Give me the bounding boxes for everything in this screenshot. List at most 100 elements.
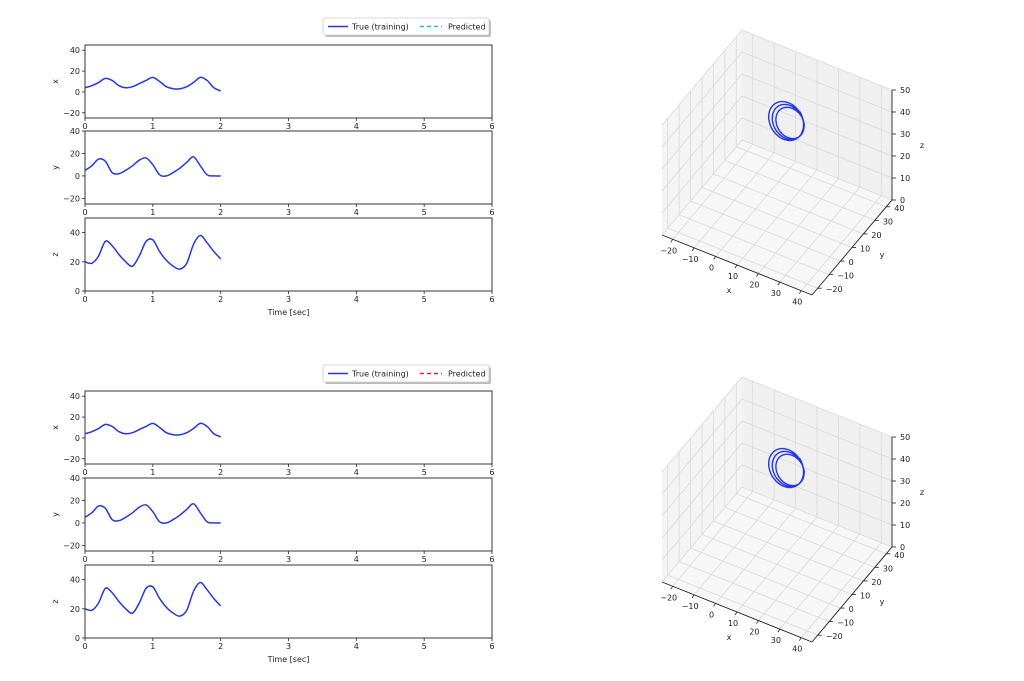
- plot-frame: [84, 130, 493, 205]
- subplot-z: 0 1 2 3 4 5 6 0 20 40 z: [51, 564, 495, 651]
- y-axis-label: x: [51, 79, 60, 84]
- grid-line: [661, 95, 743, 192]
- x-axis-label: x: [727, 286, 732, 295]
- plot-frame: [84, 390, 493, 465]
- x-tick-label: 4: [354, 208, 359, 217]
- x-tick-label: −20: [660, 246, 677, 255]
- y-tick-label: 20: [70, 496, 80, 505]
- x-tick: [756, 620, 759, 624]
- x-tick-label: 0: [709, 610, 714, 619]
- y-tick-label: 0: [75, 88, 80, 97]
- z-axis-label: z: [920, 141, 924, 150]
- grid-line: [713, 520, 864, 582]
- x-tick-label: 30: [771, 636, 781, 645]
- y-axis-label: y: [51, 165, 60, 170]
- x-tick-label: −10: [682, 255, 699, 264]
- grid-line: [741, 376, 893, 438]
- z-tick-label: 20: [900, 499, 910, 508]
- x-tick-label: 0: [82, 208, 87, 217]
- x-tick: [691, 247, 695, 252]
- x-tick: [756, 273, 759, 277]
- x-tick-label: 3: [286, 295, 291, 304]
- y-axis-label: y: [880, 251, 885, 260]
- x-tick-label: 6: [489, 468, 494, 477]
- x-tick: [734, 611, 738, 616]
- x-tick-label: 6: [489, 208, 494, 217]
- y-tick-label: −20: [63, 455, 80, 464]
- y-tick-label: 40: [70, 127, 80, 136]
- y-tick-label: 40: [70, 229, 80, 238]
- x-tick: [777, 628, 781, 633]
- x-tick-label: 4: [354, 642, 359, 651]
- x-tick: [670, 586, 674, 590]
- y-tick-label: 20: [871, 231, 881, 240]
- x-tick-label: 30: [771, 289, 781, 298]
- x-tick-label: 4: [354, 555, 359, 564]
- z-tick-label: 40: [900, 455, 910, 464]
- grid-line: [661, 73, 743, 170]
- x-tick-label: 40: [792, 645, 802, 654]
- y-tick-label: 40: [894, 551, 904, 560]
- grid-line: [667, 227, 818, 289]
- y-tick-label: 40: [70, 46, 80, 55]
- series-line-true: [84, 76, 221, 92]
- grid-line: [701, 187, 853, 248]
- x-tick-label: 5: [422, 468, 427, 477]
- z-axis-label: z: [920, 488, 924, 497]
- grid-line: [741, 139, 893, 201]
- plot-frame: [84, 44, 493, 119]
- trajectory-line-true: [768, 100, 805, 142]
- y-tick-label: 20: [871, 578, 881, 587]
- x-tick-label: 40: [792, 298, 802, 307]
- plot-frame: [84, 564, 493, 639]
- x-tick-label: 3: [286, 208, 291, 217]
- x-tick-label: −20: [660, 593, 677, 602]
- x-tick-label: 5: [422, 555, 427, 564]
- legend-box: [322, 17, 490, 36]
- grid-line: [741, 51, 893, 113]
- y-tick-label: −20: [63, 194, 80, 203]
- legend-label-predicted: Predicted: [448, 370, 486, 379]
- z-tick-label: 10: [900, 174, 910, 183]
- series-line-true: [84, 234, 222, 270]
- x-tick-label: 0: [82, 642, 87, 651]
- legend-label-true: True (training): [351, 370, 409, 379]
- y-tick-label: −20: [826, 285, 843, 294]
- y-tick-label: 20: [70, 258, 80, 267]
- y-tick-label: 20: [70, 67, 80, 76]
- grid-line: [661, 464, 743, 561]
- x-tick-label: 10: [728, 272, 738, 281]
- y-tick-label: −20: [63, 541, 80, 550]
- x-tick: [713, 603, 716, 607]
- grid-line: [741, 73, 893, 135]
- grid-line: [678, 214, 830, 276]
- x-tick-label: 1: [150, 642, 155, 651]
- y-tick-label: 0: [75, 634, 80, 643]
- x-tick: [713, 256, 716, 260]
- grid-line: [741, 95, 893, 157]
- y-tick-label: 0: [849, 605, 854, 614]
- series-line-true: [84, 581, 222, 617]
- y-tick-label: 0: [849, 258, 854, 267]
- z-tick-label: 50: [900, 86, 910, 95]
- z-tick-label: 30: [900, 130, 910, 139]
- x-axis-label: x: [727, 633, 732, 642]
- z-tick-label: 30: [900, 477, 910, 486]
- grid-line: [661, 420, 743, 517]
- x-tick: [798, 290, 802, 294]
- y-tick-label: 10: [860, 245, 870, 254]
- grid-line: [713, 173, 864, 235]
- y-tick-label: 0: [75, 287, 80, 296]
- z-tick-label: 50: [900, 433, 910, 442]
- x-tick-label: 2: [218, 122, 223, 131]
- x-tick-label: 1: [150, 555, 155, 564]
- x-tick-label: 5: [422, 295, 427, 304]
- y-tick-label: 20: [70, 605, 80, 614]
- grid-line: [661, 139, 743, 236]
